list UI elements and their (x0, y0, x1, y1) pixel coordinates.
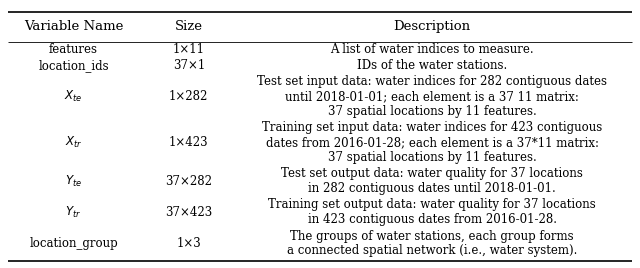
Text: Variable Name: Variable Name (24, 20, 124, 33)
Text: 37×1: 37×1 (173, 59, 205, 72)
Text: 1×282: 1×282 (169, 90, 209, 103)
Text: in 282 contiguous dates until 2018-01-01.: in 282 contiguous dates until 2018-01-01… (308, 182, 556, 195)
Text: location_ids: location_ids (38, 59, 109, 72)
Text: The groups of water stations, each group forms: The groups of water stations, each group… (290, 230, 574, 243)
Text: 37×282: 37×282 (165, 175, 212, 188)
Text: a connected spatial network (i.e., water system).: a connected spatial network (i.e., water… (287, 244, 577, 257)
Text: dates from 2016-01-28; each element is a 37*11 matrix:: dates from 2016-01-28; each element is a… (266, 136, 598, 149)
Text: Test set output data: water quality for 37 locations: Test set output data: water quality for … (281, 167, 583, 180)
Text: 1×11: 1×11 (173, 43, 205, 56)
Text: 1×423: 1×423 (169, 136, 209, 149)
Text: IDs of the water stations.: IDs of the water stations. (357, 59, 507, 72)
Text: 37×423: 37×423 (165, 206, 212, 219)
Text: A list of water indices to measure.: A list of water indices to measure. (330, 43, 534, 56)
Text: $Y_{tr}$: $Y_{tr}$ (65, 205, 82, 220)
Text: features: features (49, 43, 98, 56)
Text: Description: Description (394, 20, 470, 33)
Text: $X_{te}$: $X_{te}$ (65, 89, 83, 104)
Text: in 423 contiguous dates from 2016-01-28.: in 423 contiguous dates from 2016-01-28. (307, 213, 557, 226)
Text: Test set input data: water indices for 282 contiguous dates: Test set input data: water indices for 2… (257, 75, 607, 88)
Text: 1×3: 1×3 (177, 237, 201, 250)
Text: 37 spatial locations by 11 features.: 37 spatial locations by 11 features. (328, 151, 536, 164)
Text: Training set output data: water quality for 37 locations: Training set output data: water quality … (268, 198, 596, 211)
Text: 37 spatial locations by 11 features.: 37 spatial locations by 11 features. (328, 105, 536, 118)
Text: $Y_{te}$: $Y_{te}$ (65, 174, 82, 189)
Text: location_group: location_group (29, 237, 118, 250)
Text: $X_{tr}$: $X_{tr}$ (65, 135, 83, 150)
Text: Training set input data: water indices for 423 contiguous: Training set input data: water indices f… (262, 121, 602, 134)
Text: until 2018-01-01; each element is a 37 11 matrix:: until 2018-01-01; each element is a 37 1… (285, 90, 579, 103)
Text: Size: Size (175, 20, 203, 33)
